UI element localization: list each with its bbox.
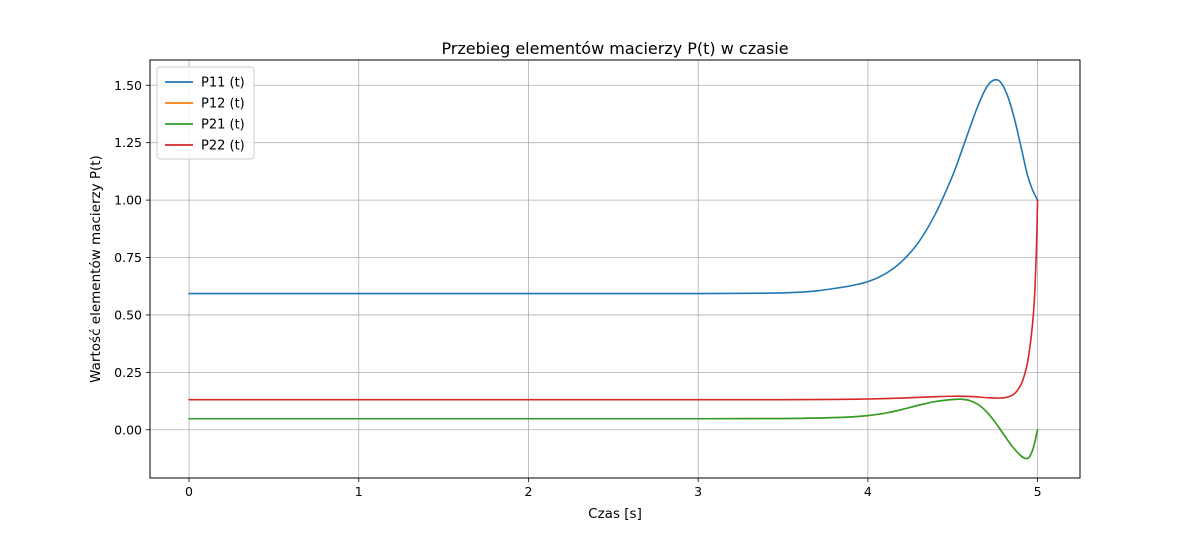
- x-tick-label: 0: [185, 484, 193, 499]
- y-tick-label: 0.50: [114, 307, 142, 322]
- y-tick-label: 1.25: [114, 135, 142, 150]
- x-tick-label: 3: [694, 484, 702, 499]
- legend-label-p22-t: P22 (t): [201, 139, 245, 154]
- series-line-p21-t: [188, 398, 1039, 460]
- y-axis-label: Wartość elementów macierzy P(t): [88, 155, 104, 383]
- y-tick-label: 0.75: [114, 250, 142, 265]
- legend-label-p12-t: P12 (t): [201, 97, 245, 112]
- x-tick-label: 1: [355, 484, 363, 499]
- x-tick-label: 2: [524, 484, 532, 499]
- legend: P11 (t) P12 (t) P21 (t) P22 (t): [156, 66, 255, 160]
- series-lines: [188, 78, 1039, 460]
- x-tick-label: 5: [1034, 484, 1042, 499]
- grid: [150, 60, 1080, 478]
- plot-frame: [149, 59, 1081, 479]
- chart-title: Przebieg elementów macierzy P(t) w czasi…: [441, 39, 788, 58]
- y-tick-label: 0.25: [114, 365, 142, 380]
- legend-label-p11-t: P11 (t): [201, 76, 245, 91]
- y-tick-label: 0.00: [114, 422, 142, 437]
- x-axis-label: Czas [s]: [588, 506, 642, 522]
- series-line-p11-t: [188, 78, 1039, 295]
- x-tick-label: 4: [864, 484, 872, 499]
- series-line-p22-t: [188, 199, 1039, 401]
- y-tick-label: 1.00: [114, 193, 142, 208]
- legend-label-p21-t: P21 (t): [201, 118, 245, 133]
- legend-box: [156, 66, 255, 160]
- axis-ticks: 0 1 2 3 4 5 0.00 0.25 0.50 0.75 1.00 1.25 1.50: [114, 78, 1041, 499]
- y-tick-label: 1.50: [114, 78, 142, 93]
